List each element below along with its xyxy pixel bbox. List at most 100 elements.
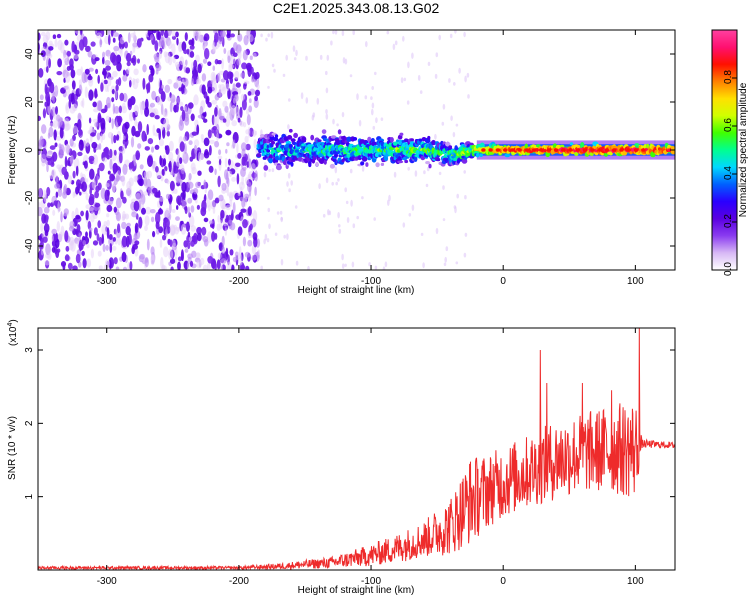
spectrogram-noise-cell: [152, 230, 156, 238]
colorbar-tick-label: 0.4: [723, 166, 734, 180]
spectrogram-noise-cell: [175, 176, 179, 183]
spectrogram-noise-cell: [247, 91, 252, 96]
spectrogram-noise-cell: [214, 94, 220, 101]
colorbar-ticks: 0.0 0.2 0.4 0.6 0.8: [723, 70, 737, 276]
spectrogram-noise-cell: [267, 85, 270, 89]
spectrogram-noise-cell: [203, 137, 210, 147]
spectrogram-noise-cell: [157, 208, 164, 215]
spectrogram-noise-cell: [109, 148, 113, 159]
spectrogram-noise-cell: [178, 157, 183, 165]
spectrogram-noise-cell: [89, 187, 92, 196]
spectrogram-noise-cell: [248, 105, 253, 113]
spectrogram-noise-cell: [187, 231, 191, 238]
spectrogram-noise-cell: [263, 238, 266, 245]
spectrogram-noise-cell: [400, 77, 404, 84]
spectrogram-noise-cell: [175, 157, 180, 168]
spectrogram-noise-cell: [325, 177, 329, 184]
spectrogram-peak-cell: [575, 148, 581, 152]
spectrogram-noise-cell: [88, 155, 95, 162]
spectrogram-noise-cell: [137, 58, 140, 64]
spectrogram-noise-cell: [218, 108, 222, 120]
spectrogram-noise-cell: [48, 126, 54, 138]
spectrogram-noise-cell: [98, 162, 105, 172]
spectrogram-noise-cell: [55, 106, 58, 115]
y-tick-label: -40: [24, 238, 35, 253]
spectrogram-noise-cell: [75, 214, 81, 220]
snr-frame: [37, 327, 676, 571]
spectrogram-noise-cell: [107, 76, 112, 87]
colorbar-gradient: [711, 29, 738, 271]
spectrogram-noise-cell: [57, 201, 60, 214]
spectrogram-noise-cell: [185, 59, 188, 66]
spectrogram-carrier-cell: [287, 135, 293, 140]
spectrogram-carrier-cell: [559, 144, 565, 148]
spectrogram-noise-cell: [134, 247, 139, 257]
spectrogram-noise-cell: [135, 152, 140, 160]
spectrogram-carrier-cell: [436, 158, 441, 162]
spectrogram-noise-cell: [94, 57, 100, 62]
spectrogram-noise-cell: [171, 35, 177, 40]
spectrogram-noise-cell: [69, 138, 74, 147]
spectrogram-noise-cell: [190, 113, 195, 122]
spectrogram-noise-cell: [164, 228, 168, 237]
spectrogram-noise-cell: [41, 124, 47, 134]
spectrogram-carrier-cell: [524, 143, 528, 150]
spectrogram-noise-cell: [408, 213, 412, 217]
spectrogram-noise-cell: [456, 193, 460, 199]
spectrogram-noise-cell: [293, 57, 297, 61]
spectrogram-noise-cell: [426, 167, 430, 172]
spectrogram-noise-cell: [368, 262, 371, 267]
spectrogram-carrier-cell: [504, 153, 511, 158]
spectrogram-noise-cell: [287, 172, 291, 179]
spectrogram-noise-cell: [236, 173, 240, 185]
spectrogram-noise-cell: [423, 170, 426, 175]
spectrogram-noise-cell: [104, 59, 111, 66]
x-tick-label: -200: [229, 576, 249, 587]
spectrogram-noise-cell: [372, 125, 376, 130]
spectrogram-carrier-cell: [293, 132, 298, 139]
spectrogram-noise-cell: [78, 79, 83, 87]
spectrogram-noise-cell: [141, 207, 146, 215]
spectrogram-noise-cell: [435, 227, 439, 235]
spectrogram-noise-cell: [109, 243, 113, 253]
y-tick-label: 2: [24, 420, 35, 426]
spectrogram-noise-cell: [232, 139, 236, 149]
spectrogram-noise-cell: [257, 249, 261, 256]
spectrogram-noise-cell: [316, 97, 320, 105]
spectrogram-noise-cell: [163, 219, 167, 229]
spectrogram-noise-cell: [113, 134, 117, 144]
spectrogram-carrier-cell: [431, 139, 436, 146]
spectrogram-noise-cell: [220, 209, 225, 219]
spectrogram-noise-cell: [204, 48, 210, 60]
spectrogram-noise-cell: [46, 66, 49, 73]
spectrogram-noise-cell: [54, 183, 61, 189]
spectrogram-noise-cell: [126, 52, 132, 63]
spectrogram-noise-cell: [197, 63, 202, 74]
spectrogram-carrier-cell: [275, 164, 282, 171]
spectrogram-noise-cell: [442, 185, 445, 190]
spectrogram-noise-cell: [229, 222, 236, 231]
spectrogram-noise-cell: [88, 89, 94, 101]
spectrogram-noise-cell: [132, 243, 139, 250]
spectrogram-noise-cell: [114, 88, 118, 100]
spectrogram-noise-cell: [112, 103, 116, 115]
spectrogram-noise-cell: [52, 34, 57, 39]
spectrogram-noise-cell: [337, 178, 340, 182]
spectrogram-noise-cell: [44, 229, 49, 237]
spectrogram-noise-cell: [235, 162, 241, 167]
spectrogram-noise-cell: [165, 193, 171, 200]
spectrogram-noise-cell: [91, 179, 96, 190]
spectrogram-noise-cell: [195, 54, 200, 63]
spectrogram-noise-cell: [273, 68, 276, 73]
spectrogram-noise-cell: [154, 40, 159, 52]
spectrogram-noise-cell: [181, 109, 186, 122]
spectrogram-carrier-cell: [285, 140, 292, 145]
spectrogram-noise-cell: [86, 258, 92, 268]
spectrogram-noise-cell: [226, 142, 230, 147]
spectrogram-noise-cell: [285, 54, 289, 61]
spectrogram-noise-cell: [51, 246, 56, 253]
spectrogram-noise-cell: [247, 239, 253, 247]
spectrogram-noise-cell: [217, 155, 223, 160]
spectrogram-noise-cell: [197, 170, 202, 176]
spectrogram-noise-cell: [212, 207, 216, 214]
